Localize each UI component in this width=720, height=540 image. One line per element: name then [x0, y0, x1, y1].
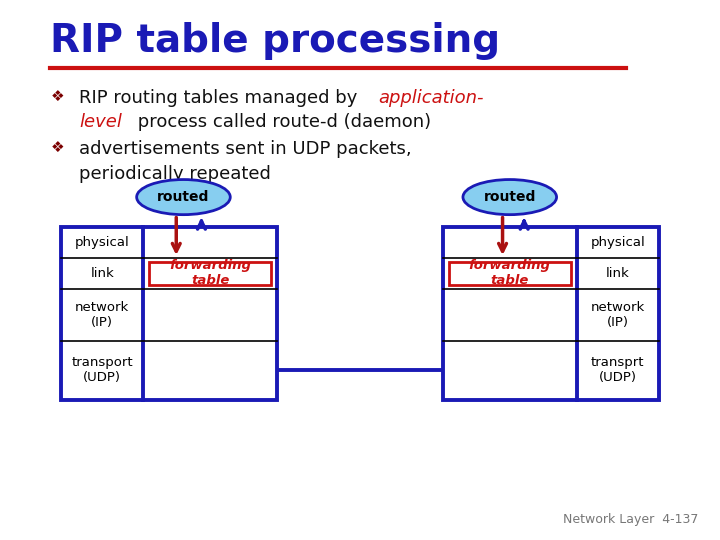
Bar	[61, 227, 277, 400]
Bar	[149, 262, 271, 285]
Text: physical: physical	[590, 236, 645, 249]
Text: network
(IP): network (IP)	[75, 301, 130, 329]
Text: routed: routed	[157, 190, 210, 204]
Text: advertisements sent in UDP packets,: advertisements sent in UDP packets,	[79, 140, 412, 158]
Ellipse shape	[137, 179, 230, 215]
Bar	[443, 227, 659, 400]
Text: level: level	[79, 113, 122, 131]
Text: Network Layer  4-137: Network Layer 4-137	[563, 514, 698, 526]
Text: transport
(UDP): transport (UDP)	[71, 356, 133, 384]
Text: forwarding
table: forwarding table	[469, 259, 551, 287]
Text: physical: physical	[75, 236, 130, 249]
Text: RIP routing tables managed by: RIP routing tables managed by	[79, 89, 364, 107]
Text: process called route-d (daemon): process called route-d (daemon)	[132, 113, 431, 131]
Bar	[449, 262, 571, 285]
Text: ❖: ❖	[50, 140, 64, 156]
Text: periodically repeated: periodically repeated	[79, 165, 271, 183]
Text: RIP table processing: RIP table processing	[50, 22, 500, 59]
Text: link: link	[91, 267, 114, 280]
Text: forwarding
table: forwarding table	[169, 259, 251, 287]
Text: ❖: ❖	[50, 89, 64, 104]
Text: transprt
(UDP): transprt (UDP)	[591, 356, 644, 384]
Ellipse shape	[463, 179, 557, 215]
Text: application-: application-	[378, 89, 484, 107]
Text: network
(IP): network (IP)	[590, 301, 645, 329]
Text: routed: routed	[484, 190, 536, 204]
Text: link: link	[606, 267, 629, 280]
